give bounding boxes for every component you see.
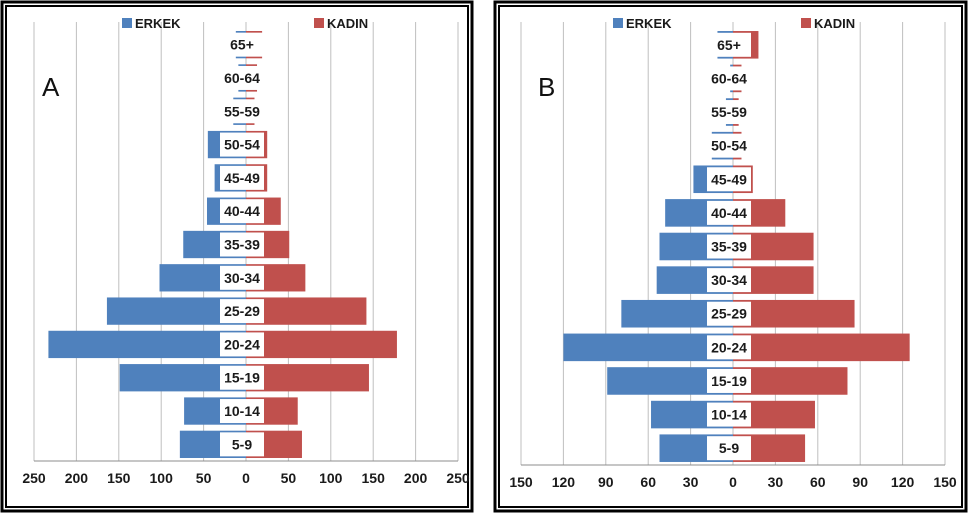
category-label: 55-59 xyxy=(224,103,260,119)
category-label: 55-59 xyxy=(711,104,747,120)
category-label: 50-54 xyxy=(224,137,260,153)
category-label-bg xyxy=(220,332,264,357)
category-label-bg xyxy=(707,32,751,57)
category-label-bg xyxy=(220,265,264,290)
category-label: 30-34 xyxy=(224,270,260,286)
category-label: 5-9 xyxy=(232,436,252,452)
x-tick-label: 0 xyxy=(729,474,737,490)
category-label: 20-24 xyxy=(711,339,747,355)
x-tick-label: 100 xyxy=(150,470,174,486)
bar-erkek-20-24 xyxy=(563,333,733,362)
x-tick-label: 30 xyxy=(683,474,699,490)
bar-kadin-20-24 xyxy=(246,330,397,359)
x-tick-label: 60 xyxy=(640,474,656,490)
category-label-bg xyxy=(220,199,264,224)
category-label-bg xyxy=(220,232,264,257)
category-label-bg xyxy=(220,365,264,390)
category-label-bg xyxy=(220,299,264,324)
category-label-bg xyxy=(220,165,264,190)
category-label: 35-39 xyxy=(711,239,747,255)
chart-inner-frame xyxy=(5,5,469,508)
category-label: 40-44 xyxy=(224,203,260,219)
chart-inner-frame xyxy=(498,5,963,508)
pyramid-chart-a-svg: 5-9 10-14 15-19 20-24 25-29 30-34 35-39 40-44 45… xyxy=(0,0,474,513)
category-label: 65+ xyxy=(717,37,741,53)
x-tick-label: 90 xyxy=(598,474,614,490)
pyramid-chart-a: 5-9 10-14 15-19 20-24 25-29 30-34 35-39 40-44 45… xyxy=(0,0,474,513)
bar-kadin-15-19 xyxy=(246,364,369,392)
category-label-bg xyxy=(707,301,751,326)
category-label: 65+ xyxy=(230,37,254,53)
panel-label: B xyxy=(538,72,555,102)
panel-label: A xyxy=(42,72,60,102)
legend-label-kadin: KADIN xyxy=(814,16,855,31)
legend-swatch-erkek xyxy=(613,18,623,28)
category-label-bg xyxy=(707,200,751,225)
category-label: 45-49 xyxy=(711,171,747,187)
legend-label-erkek: ERKEK xyxy=(626,16,672,31)
x-tick-label: 150 xyxy=(933,474,957,490)
bar-kadin-25-29 xyxy=(246,297,367,325)
category-label-bg xyxy=(220,432,264,457)
category-label-bg xyxy=(220,132,264,157)
x-tick-label: 30 xyxy=(768,474,784,490)
category-label-bg xyxy=(707,133,751,158)
category-label-bg xyxy=(707,436,751,461)
x-tick-label: 50 xyxy=(281,470,297,486)
x-tick-label: 120 xyxy=(891,474,915,490)
category-label: 40-44 xyxy=(711,205,747,221)
category-label-bg xyxy=(707,66,751,91)
x-tick-label: 50 xyxy=(196,470,212,486)
category-label-bg xyxy=(707,335,751,360)
category-label: 30-34 xyxy=(711,272,747,288)
x-tick-label: 60 xyxy=(810,474,826,490)
category-label-bg xyxy=(707,268,751,293)
legend-label-kadin: KADIN xyxy=(327,16,368,31)
x-tick-label: 150 xyxy=(362,470,386,486)
category-label-bg xyxy=(707,368,751,393)
x-tick-label: 90 xyxy=(852,474,868,490)
category-label: 20-24 xyxy=(224,336,260,352)
x-tick-label: 250 xyxy=(446,470,470,486)
x-tick-label: 200 xyxy=(65,470,89,486)
x-tick-label: 0 xyxy=(242,470,250,486)
legend-swatch-kadin xyxy=(801,18,811,28)
category-label-bg xyxy=(220,65,264,90)
category-label-bg xyxy=(707,234,751,259)
category-label-bg xyxy=(220,399,264,424)
pyramid-chart-b: 5-9 10-14 15-19 20-24 25-29 30-34 35-39 40-44 45… xyxy=(493,0,968,513)
category-label-bg xyxy=(220,99,264,124)
category-label: 15-19 xyxy=(224,370,260,386)
bar-kadin-15-19 xyxy=(733,367,848,395)
bar-erkek-20-24 xyxy=(48,330,246,359)
legend-label-erkek: ERKEK xyxy=(135,16,181,31)
category-label: 50-54 xyxy=(711,138,747,154)
x-tick-label: 150 xyxy=(107,470,131,486)
bar-kadin-25-29 xyxy=(733,299,855,328)
x-tick-label: 150 xyxy=(509,474,533,490)
category-label: 35-39 xyxy=(224,237,260,253)
category-label: 25-29 xyxy=(711,306,747,322)
category-label: 15-19 xyxy=(711,373,747,389)
legend-swatch-erkek xyxy=(122,18,132,28)
x-tick-label: 200 xyxy=(404,470,428,486)
x-tick-label: 120 xyxy=(552,474,576,490)
category-label: 60-64 xyxy=(711,70,747,86)
category-label-bg xyxy=(707,100,751,125)
category-label-bg xyxy=(707,402,751,427)
category-label-bg xyxy=(220,32,264,57)
category-label: 10-14 xyxy=(711,407,747,423)
category-label: 45-49 xyxy=(224,170,260,186)
legend-swatch-kadin xyxy=(314,18,324,28)
bar-kadin-20-24 xyxy=(733,333,910,362)
x-tick-label: 100 xyxy=(319,470,343,486)
category-label: 5-9 xyxy=(719,440,739,456)
category-label: 10-14 xyxy=(224,403,260,419)
category-label: 25-29 xyxy=(224,303,260,319)
x-tick-label: 250 xyxy=(22,470,46,486)
pyramid-chart-b-svg: 5-9 10-14 15-19 20-24 25-29 30-34 35-39 40-44 45… xyxy=(493,0,968,513)
category-label-bg xyxy=(707,167,751,192)
category-label: 60-64 xyxy=(224,70,260,86)
